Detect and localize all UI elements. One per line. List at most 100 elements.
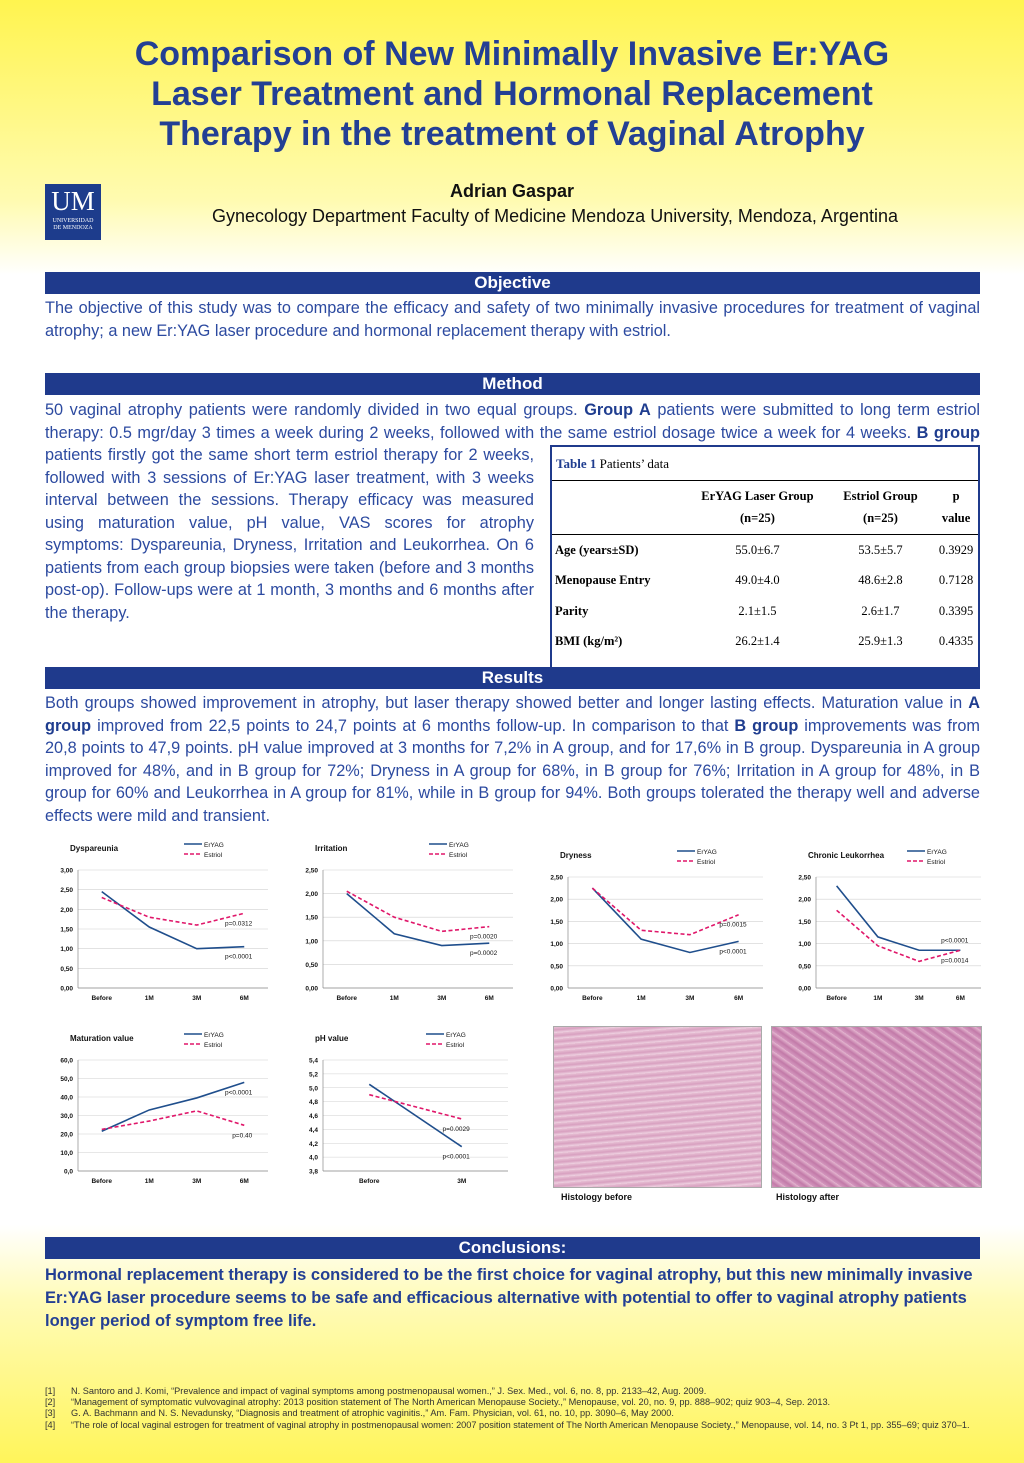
x-tick-label: 3M [685, 995, 694, 1002]
y-tick-label: 0,50 [550, 963, 563, 970]
y-tick-label: 10,0 [60, 1150, 73, 1157]
x-tick-label: 3M [192, 995, 201, 1002]
title-line: Comparison of New Minimally Invasive Er:… [134, 35, 890, 73]
y-tick-label: 0,50 [60, 966, 73, 973]
y-tick-label: 2,50 [305, 868, 318, 875]
reference: [1] N. Santoro and J. Komi, “Prevalence a… [45, 1386, 1005, 1397]
y-tick-label: 0,00 [550, 986, 563, 993]
x-tick-label: 3M [457, 1178, 466, 1185]
logo-name: UNIVERSIDAD [52, 218, 94, 224]
table-cell: 26.2±1.4 [735, 634, 780, 648]
x-tick-label: Before [336, 995, 357, 1002]
logo-name: DE MENDOZA [53, 225, 93, 231]
table-cell: 55.0±6.7 [735, 542, 780, 557]
method-text: Table 1 Patients’ data ErYAG Laser Group… [45, 399, 980, 689]
chart-title: Dryness [560, 851, 592, 860]
chart: Chronic Leukorrhea ErYAG Estriol 0,00 0,50 1,… [798, 849, 981, 1002]
table-header-cell: p value [934, 480, 978, 535]
chart-title: Maturation value [70, 1034, 134, 1043]
table-header-cell: ErYAG Laser Group (n=25) [688, 480, 827, 535]
y-tick-label: 4,6 [309, 1113, 318, 1120]
title-line: Laser Treatment and Hormonal Replacement [151, 75, 873, 113]
bold-run: Group A [584, 401, 651, 419]
objective-text: The objective of this study was to compa… [45, 299, 980, 340]
y-tick-label: 2,50 [60, 887, 73, 894]
caption-text: Patients’ data [599, 456, 670, 471]
chart: pH value ErYAG Estriol 3,8 4,0 4,2 4,4 4,6 4,8 5,… [309, 1032, 508, 1185]
chart-title: Chronic Leukorrhea [808, 851, 885, 860]
table-cell: 2.6±1.7 [861, 603, 900, 618]
table-body: ErYAG Laser Group (n=25) Estriol Group (n… [552, 480, 978, 688]
logo-mark: UM [51, 186, 95, 216]
p-value-annotation: p<0.0001 [225, 1089, 253, 1096]
p-value-annotation: p=0.0002 [470, 950, 498, 957]
conclusions-text: Hormonal replacement therapy is consider… [45, 1266, 973, 1330]
section-heading: Method [45, 373, 980, 395]
series-line [368, 1083, 463, 1148]
caption-label: Table 1 [556, 456, 597, 471]
y-tick-label: 2,00 [305, 891, 318, 898]
author: Adrian Gaspar [449, 181, 575, 201]
x-tick-label: 1M [145, 1178, 154, 1185]
x-tick-label: 1M [145, 995, 154, 1002]
bold-run: A group [45, 694, 980, 735]
reference-text: G. A. Bachmann and N. S. Nevadunsky, “Di… [71, 1408, 674, 1419]
x-tick-label: 6M [485, 995, 494, 1002]
legend-label: Estriol [449, 852, 468, 859]
x-tick-label: Before [91, 995, 112, 1002]
series-line [346, 890, 490, 933]
histology-image [553, 1026, 762, 1188]
y-tick-label: 2,00 [798, 897, 811, 904]
row-label: Menopause Entry [555, 573, 651, 587]
series-line [369, 1093, 462, 1120]
text-run: patients firstly got the same short term… [45, 446, 534, 622]
table-cell: 0.7128 [938, 573, 974, 587]
table-header-cell [552, 480, 688, 535]
chart: Dryness ErYAG Estriol 0,00 0,50 1,00 1,50 2,00 2… [550, 849, 763, 1002]
x-tick-label: 1M [390, 995, 399, 1002]
p-value-annotation: p=0.0029 [442, 1126, 470, 1133]
reference-number: [3] [45, 1408, 56, 1419]
x-tick-label: 1M [637, 995, 646, 1002]
row-label: Parity [555, 603, 589, 618]
y-tick-label: 0,50 [798, 963, 811, 970]
section-heading: Conclusions: [45, 1237, 980, 1259]
table-cell: 0.3395 [938, 603, 974, 618]
y-tick-label: 60,0 [60, 1058, 73, 1065]
y-tick-label: 1,00 [60, 946, 73, 953]
series-line [101, 890, 245, 950]
y-tick-label: 4,4 [309, 1127, 318, 1134]
y-tick-label: 4,2 [309, 1141, 318, 1148]
y-tick-label: 0,00 [798, 986, 811, 993]
y-tick-label: 2,00 [60, 907, 73, 914]
legend-label: ErYAG [204, 842, 224, 849]
text-run: improved from 22,5 points to 24,7 points… [91, 716, 735, 735]
y-tick-label: 40,0 [60, 1095, 73, 1102]
y-tick-label: 4,0 [309, 1155, 318, 1162]
section-heading: Objective [45, 272, 980, 294]
series-line [591, 887, 739, 954]
series-line [346, 892, 490, 947]
x-tick-label: 6M [240, 995, 249, 1002]
series-line [101, 1081, 245, 1132]
row-label: BMI (kg/m²) [555, 634, 623, 648]
p-value-annotation: p=0.40 [232, 1132, 252, 1139]
table-cell: 53.5±5.7 [858, 542, 903, 557]
reference-number: [1] [45, 1386, 56, 1396]
logo: UM UNIVERSIDAD DE MENDOZA [45, 184, 101, 240]
y-tick-label: 3,00 [60, 868, 73, 875]
x-tick-label: Before [359, 1178, 380, 1185]
table-caption: Table 1 Patients’ data [552, 447, 978, 481]
x-tick-label: 3M [437, 995, 446, 1002]
text-run: patients were submitted to long term est… [45, 401, 980, 442]
series-line [101, 1110, 245, 1131]
x-tick-label: 3M [192, 1178, 201, 1185]
y-tick-label: 3,8 [309, 1169, 318, 1176]
x-tick-label: 6M [734, 995, 743, 1002]
chart-title: Dyspareunia [70, 844, 119, 853]
legend-label: Estriol [204, 1042, 223, 1049]
histology-image [771, 1026, 982, 1188]
y-tick-label: 1,50 [305, 915, 318, 922]
bold-run: B group [916, 423, 980, 442]
